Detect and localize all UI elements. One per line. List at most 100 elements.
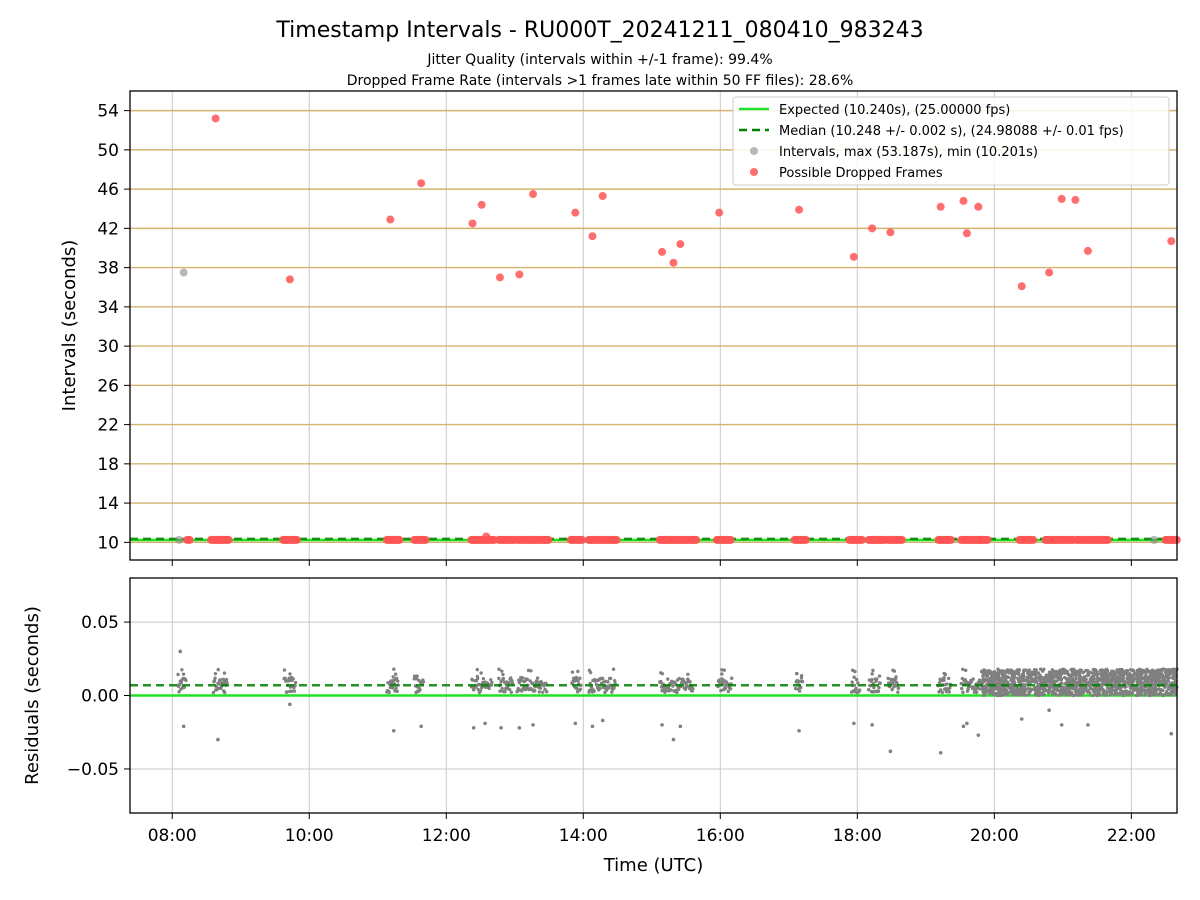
residual-outlier xyxy=(678,724,683,729)
residual-point xyxy=(1154,669,1159,673)
residual-point xyxy=(1063,682,1067,686)
residual-point xyxy=(394,686,398,690)
y-tick-label: 10 xyxy=(97,533,119,553)
dropped-frame-point xyxy=(224,535,233,544)
dropped-frame-point xyxy=(544,535,553,544)
legend-label: Intervals, max (53.187s), min (10.201s) xyxy=(779,145,1038,160)
x-tick-label: 18:00 xyxy=(833,826,882,846)
residual-point xyxy=(1044,679,1048,684)
residual-point xyxy=(211,690,216,695)
residual-point xyxy=(1020,688,1025,693)
residual-point xyxy=(1113,684,1118,688)
residual-point xyxy=(1021,669,1026,674)
residual-point xyxy=(509,676,513,680)
residual-point xyxy=(719,688,723,693)
residual-point xyxy=(1146,677,1150,682)
residual-point xyxy=(1051,671,1055,675)
residual-point xyxy=(1170,670,1174,674)
dropped-frame-point xyxy=(676,240,685,249)
residual-point xyxy=(612,686,616,690)
residuals-panel: 0.05 0.00 −0.05 08:00 10:00 12:00 14:00 16:00 18… xyxy=(22,577,1179,876)
residual-point xyxy=(947,690,951,694)
residual-outlier xyxy=(288,702,292,707)
dropped-frame-point xyxy=(983,535,992,544)
residual-point xyxy=(412,674,417,678)
residual-point xyxy=(490,680,494,685)
residual-point xyxy=(1118,687,1122,692)
y-tick-label: 38 xyxy=(97,259,119,279)
residual-point xyxy=(1102,675,1107,679)
residual-point xyxy=(1074,673,1078,677)
residual-outlier xyxy=(517,726,522,730)
residual-point xyxy=(217,682,221,686)
residual-point xyxy=(1148,673,1152,678)
residual-point xyxy=(1038,667,1043,671)
residual-point xyxy=(500,669,504,673)
residual-point xyxy=(1114,689,1118,694)
x-tick-label: 16:00 xyxy=(696,826,745,846)
residual-point xyxy=(1163,670,1168,674)
residual-point xyxy=(283,676,287,680)
residual-point xyxy=(1166,687,1171,691)
dropped-frame-point xyxy=(292,535,301,544)
residual-point xyxy=(1157,679,1162,683)
residual-point xyxy=(1023,683,1027,687)
residual-outlier xyxy=(961,724,966,729)
residual-point xyxy=(500,686,504,691)
residual-point xyxy=(1092,679,1096,683)
residual-point xyxy=(797,679,801,684)
residual-point xyxy=(533,689,537,693)
residual-point xyxy=(1032,677,1037,681)
residual-point xyxy=(1040,692,1045,696)
residual-point xyxy=(1036,684,1040,688)
residual-point xyxy=(972,685,976,689)
dropped-frame-point xyxy=(477,200,486,209)
dropped-frame-point xyxy=(588,232,597,241)
y-tick-label: 30 xyxy=(97,337,119,357)
residual-point xyxy=(876,689,881,693)
residual-outlier xyxy=(1086,723,1090,727)
residual-point xyxy=(894,675,898,679)
residual-point xyxy=(606,680,610,684)
residual-point xyxy=(603,690,607,695)
y-tick-label: −0.05 xyxy=(67,760,119,780)
residual-point xyxy=(1155,672,1159,676)
residual-point xyxy=(1172,676,1176,680)
residual-point xyxy=(1135,680,1139,685)
residual-point xyxy=(1137,669,1142,674)
residual-point xyxy=(1084,685,1088,690)
interval-point xyxy=(1150,535,1159,544)
y-tick-label: 26 xyxy=(97,376,119,396)
residual-point xyxy=(421,680,426,684)
residual-outlier xyxy=(797,728,801,733)
residual-point xyxy=(489,678,493,682)
residual-point xyxy=(996,683,1000,688)
residual-point xyxy=(1084,677,1088,682)
residual-point xyxy=(479,671,483,675)
residual-point xyxy=(1152,693,1157,697)
residual-point xyxy=(1019,680,1023,684)
residual-point xyxy=(292,689,297,693)
residual-point xyxy=(1153,679,1157,684)
residual-point xyxy=(669,688,673,692)
residual-point xyxy=(598,686,602,691)
residual-point xyxy=(509,690,514,694)
x-tick-label: 20:00 xyxy=(970,826,1019,846)
residual-point xyxy=(1115,669,1120,674)
residual-point xyxy=(1096,691,1100,695)
residual-point xyxy=(529,669,533,673)
dropped-frame-point xyxy=(849,252,858,261)
residual-point xyxy=(475,674,480,679)
residual-point xyxy=(795,671,799,676)
residual-point xyxy=(1164,679,1168,683)
residual-point xyxy=(535,676,540,680)
residual-outlier xyxy=(499,726,503,730)
residual-point xyxy=(1035,680,1039,684)
residual-point xyxy=(1075,683,1079,687)
residual-point xyxy=(877,674,882,678)
residual-point xyxy=(1070,676,1075,680)
residual-point xyxy=(1150,668,1155,672)
dropped-frame-point xyxy=(417,179,426,188)
residual-point xyxy=(1062,667,1066,671)
residual-point xyxy=(1076,691,1081,695)
